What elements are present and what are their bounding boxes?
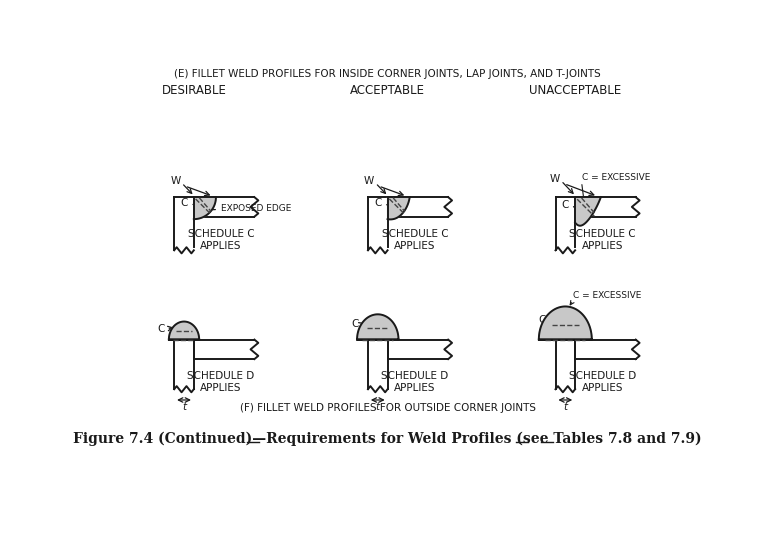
Polygon shape xyxy=(575,197,636,216)
Polygon shape xyxy=(556,197,575,251)
Polygon shape xyxy=(575,197,601,225)
Text: DESIRABLE: DESIRABLE xyxy=(161,84,226,97)
Text: C: C xyxy=(181,198,188,208)
Text: C: C xyxy=(157,324,165,334)
Polygon shape xyxy=(556,340,575,389)
Polygon shape xyxy=(194,197,216,219)
Text: SCHEDULE D
APPLIES: SCHEDULE D APPLIES xyxy=(382,372,448,393)
Text: W: W xyxy=(170,176,181,187)
Text: ACCEPTABLE: ACCEPTABLE xyxy=(350,84,425,97)
Text: SCHEDULE D
APPLIES: SCHEDULE D APPLIES xyxy=(569,372,636,393)
Polygon shape xyxy=(368,340,388,389)
Polygon shape xyxy=(174,340,194,389)
Text: (E) FILLET WELD PROFILES FOR INSIDE CORNER JOINTS, LAP JOINTS, AND T-JOINTS: (E) FILLET WELD PROFILES FOR INSIDE CORN… xyxy=(174,69,601,79)
Text: C: C xyxy=(562,199,569,209)
Text: SCHEDULE C
APPLIES: SCHEDULE C APPLIES xyxy=(569,229,636,251)
Text: UNACCEPTABLE: UNACCEPTABLE xyxy=(529,84,621,97)
Text: SCHEDULE C
APPLIES: SCHEDULE C APPLIES xyxy=(382,229,448,251)
Polygon shape xyxy=(357,314,398,340)
Text: W: W xyxy=(364,176,375,187)
Text: SCHEDULE D
APPLIES: SCHEDULE D APPLIES xyxy=(188,372,254,393)
Polygon shape xyxy=(194,197,254,216)
Text: Figure 7.4 (Continued)—Requirements for Weld Profiles (see Tables 7.8 and 7.9): Figure 7.4 (Continued)—Requirements for … xyxy=(73,432,702,447)
Text: C: C xyxy=(351,319,359,329)
Text: SCHEDULE C
APPLIES: SCHEDULE C APPLIES xyxy=(188,229,254,251)
Polygon shape xyxy=(575,340,636,359)
Polygon shape xyxy=(194,340,254,359)
Text: C = EXCESSIVE: C = EXCESSIVE xyxy=(573,292,642,300)
Text: C: C xyxy=(539,314,547,325)
Polygon shape xyxy=(388,340,448,359)
Text: C = EXCESSIVE: C = EXCESSIVE xyxy=(581,173,650,182)
Polygon shape xyxy=(388,197,448,216)
Polygon shape xyxy=(174,197,194,251)
Polygon shape xyxy=(539,306,592,340)
Text: (F) FILLET WELD PROFILES FOR OUTSIDE CORNER JOINTS: (F) FILLET WELD PROFILES FOR OUTSIDE COR… xyxy=(239,403,535,413)
Text: t: t xyxy=(375,402,380,413)
Text: C: C xyxy=(374,198,382,208)
Polygon shape xyxy=(388,197,410,220)
Text: t: t xyxy=(563,402,568,413)
Text: W: W xyxy=(550,174,560,184)
Polygon shape xyxy=(169,321,199,340)
Text: EXPOSED EDGE: EXPOSED EDGE xyxy=(199,204,291,213)
Polygon shape xyxy=(368,197,388,251)
Text: t: t xyxy=(182,402,186,413)
